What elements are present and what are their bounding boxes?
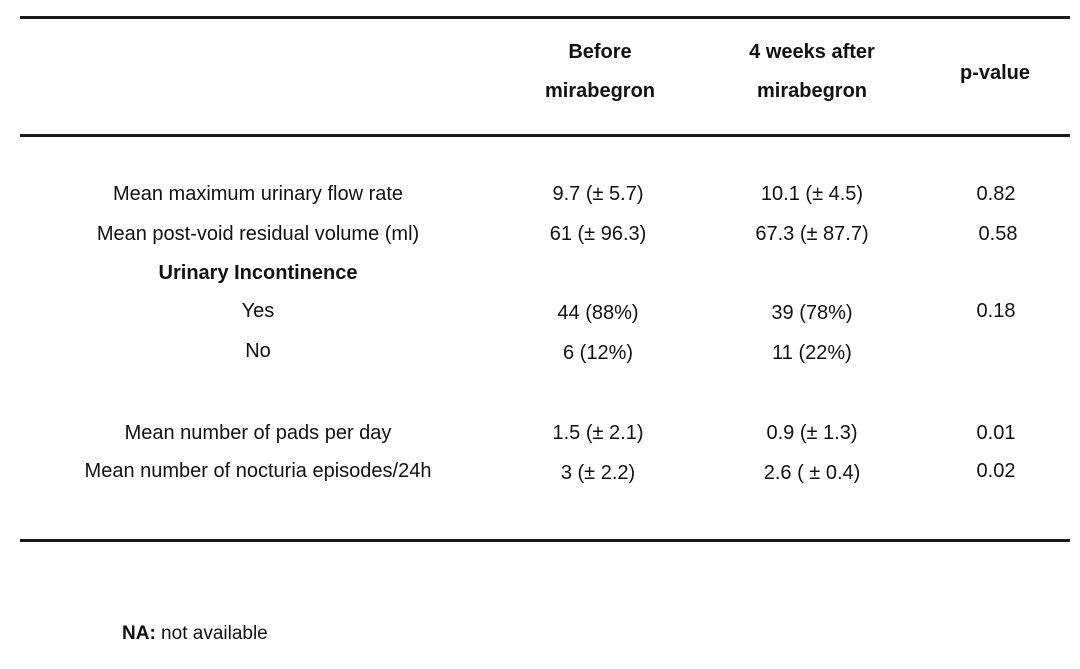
row-pvalue: 0.01 <box>976 422 1016 444</box>
row-before: 3 (± 2.2) <box>560 462 636 484</box>
row-after: 11 (22%) <box>772 342 852 364</box>
row-after: 39 (78%) <box>771 302 853 324</box>
top-rule <box>20 16 1070 19</box>
row-before: 6 (12%) <box>562 342 634 364</box>
row-label: Mean post-void residual volume (ml) <box>96 223 420 245</box>
footnote-text: not available <box>155 623 268 644</box>
row-after: 0.9 (± 1.3) <box>766 422 858 444</box>
row-pvalue: 0.58 <box>978 223 1018 245</box>
row-pvalue: 0.82 <box>976 183 1016 205</box>
row-label: No <box>245 340 271 362</box>
header-before: Before mirabegron <box>544 41 656 102</box>
row-before: 1.5 (± 2.1) <box>552 422 644 444</box>
header-rule <box>20 134 1070 137</box>
row-before: 9.7 (± 5.7) <box>552 183 644 205</box>
row-before: 44 (88%) <box>557 302 639 324</box>
footnote-abbr: NA: <box>122 623 156 644</box>
bottom-rule <box>20 539 1070 542</box>
row-pvalue: 0.02 <box>976 460 1016 482</box>
row-after: 67.3 (± 87.7) <box>755 223 869 245</box>
section-heading: Urinary Incontinence <box>158 262 358 284</box>
header-after: 4 weeks after mirabegron <box>749 41 875 102</box>
row-after: 2.6 ( ± 0.4) <box>763 462 861 484</box>
row-label: Mean maximum urinary flow rate <box>112 183 404 205</box>
header-pvalue: p-value <box>959 62 1031 84</box>
row-before: 61 (± 96.3) <box>549 223 647 245</box>
row-label: Mean number of nocturia episodes/24h <box>84 460 432 482</box>
row-label: Mean number of pads per day <box>124 422 392 444</box>
footnote: NA: not available <box>122 622 268 646</box>
row-pvalue: 0.18 <box>976 300 1016 322</box>
row-label: Yes <box>241 300 275 322</box>
row-after: 10.1 (± 4.5) <box>760 183 864 205</box>
